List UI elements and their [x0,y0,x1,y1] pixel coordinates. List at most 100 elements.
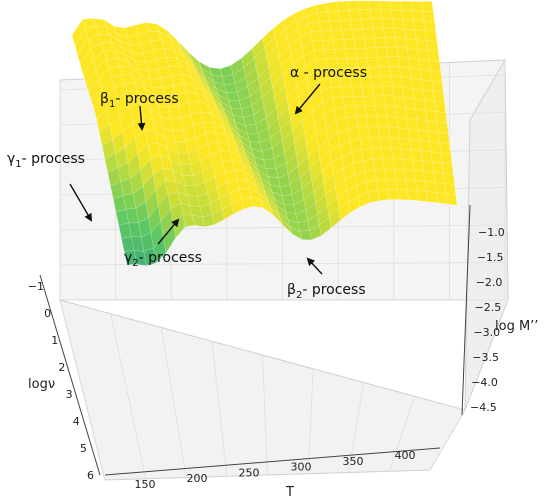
surface-facet [339,19,353,31]
surface-facet [405,179,418,191]
surface-facet [381,147,393,160]
surface-facet [341,86,354,97]
surface-facet [289,226,303,240]
z-tick-label: −3.5 [472,351,499,364]
x-ticks: 150 200 250 300 350 400 [135,449,416,491]
surface-facet [431,80,444,93]
surface-facet [402,159,415,171]
z-tick-label: −1.0 [478,226,505,239]
surface-facet [299,230,312,241]
y-tick-label: 5 [80,442,87,455]
z-tick-label: −2.0 [476,276,503,289]
surface-facet [395,37,408,49]
surface-facet [393,168,406,181]
surface-facet [279,217,293,235]
surface-facet [418,59,431,71]
surface-facet [338,10,351,21]
surface-facet [352,95,366,107]
surface-facet [396,46,409,59]
surface-facet [332,39,346,50]
surface-facet [374,105,387,117]
surface-facet [381,85,395,97]
surface-facet [426,120,439,133]
surface-facet [402,86,415,100]
surface-facet [385,179,398,190]
surface-facet [433,172,445,184]
surface-facet [382,158,395,170]
z-axis-label: log M’’ [495,319,538,334]
surface-facet [423,170,436,183]
surface-facet [320,30,334,41]
surface-facet [354,105,367,116]
surface-facet [425,110,438,123]
surface-facet [403,97,416,110]
surface-facet [369,136,382,149]
surface-facet [124,250,137,266]
surface-facet [416,190,429,202]
surface-facet [377,126,390,138]
surface-facet [375,46,389,58]
surface-facet [394,106,408,119]
z-ticks: −1.0 −1.5 −2.0 −2.5 −3.0 −3.5 −4.0 −4.5 [470,226,505,414]
x-axis-line [104,447,441,476]
surface-facet [330,29,344,41]
surface-facet [359,8,372,20]
surface-facet [389,0,402,11]
surface-facet [311,40,325,51]
surface-facet [342,96,356,107]
surface-facet [387,56,400,67]
surface-facet [202,214,215,227]
surface-facet [323,49,337,60]
surface-facet [357,0,371,10]
surface-facet [409,139,422,151]
surface-facet [351,28,365,40]
surface-facet [412,159,424,172]
surface-facet [397,56,411,69]
surface-facet [389,66,402,77]
surface-facet [358,192,370,208]
surface-facet [445,193,458,206]
surface-facet [392,158,405,170]
svg-text:γ1- process: γ1- process [7,151,85,170]
surface-facet [371,85,384,97]
surface-facet [362,158,375,172]
surface-facet [441,162,454,175]
surface-facet [427,50,440,62]
surface-facet [351,86,364,97]
surface-facet [317,11,330,23]
z-tick-label: −2.5 [475,301,502,314]
surface-facet [424,181,437,193]
surface-facet [372,158,385,170]
annotation-gamma2-process: γ2- process [124,218,202,269]
y-tick-label: 0 [44,307,51,320]
surface-facet [348,9,362,21]
surface-facet [366,114,379,127]
surface-facet [386,115,399,129]
y-tick-label: 6 [87,469,94,482]
z-tick-label: −4.0 [471,376,498,389]
surface-facet [393,27,407,39]
surface-facet [389,137,402,150]
surface-facet [360,18,374,30]
x-tick-label: 300 [291,461,312,474]
annotation-beta1-process: β1- process [100,91,179,131]
surface-facet [384,37,398,48]
surface-facet [376,115,389,128]
surface-facet [405,38,418,50]
y-axis-label: logν [28,377,55,392]
surface-facet [365,47,378,58]
surface-facet [371,147,384,160]
surface-facet [329,20,342,31]
surface-facet [315,2,329,13]
surface-facet [322,39,335,51]
surface-facet [350,19,363,30]
surface-facet [399,138,412,151]
annotation-beta2-process: β2- process [287,257,366,301]
surface-facet [422,10,435,22]
surface-facet [422,89,435,102]
surface-facet [406,48,420,60]
surface-facet [390,9,404,21]
surface-facet [411,77,424,91]
surface-facet [400,148,413,161]
surface-facet [344,48,358,59]
